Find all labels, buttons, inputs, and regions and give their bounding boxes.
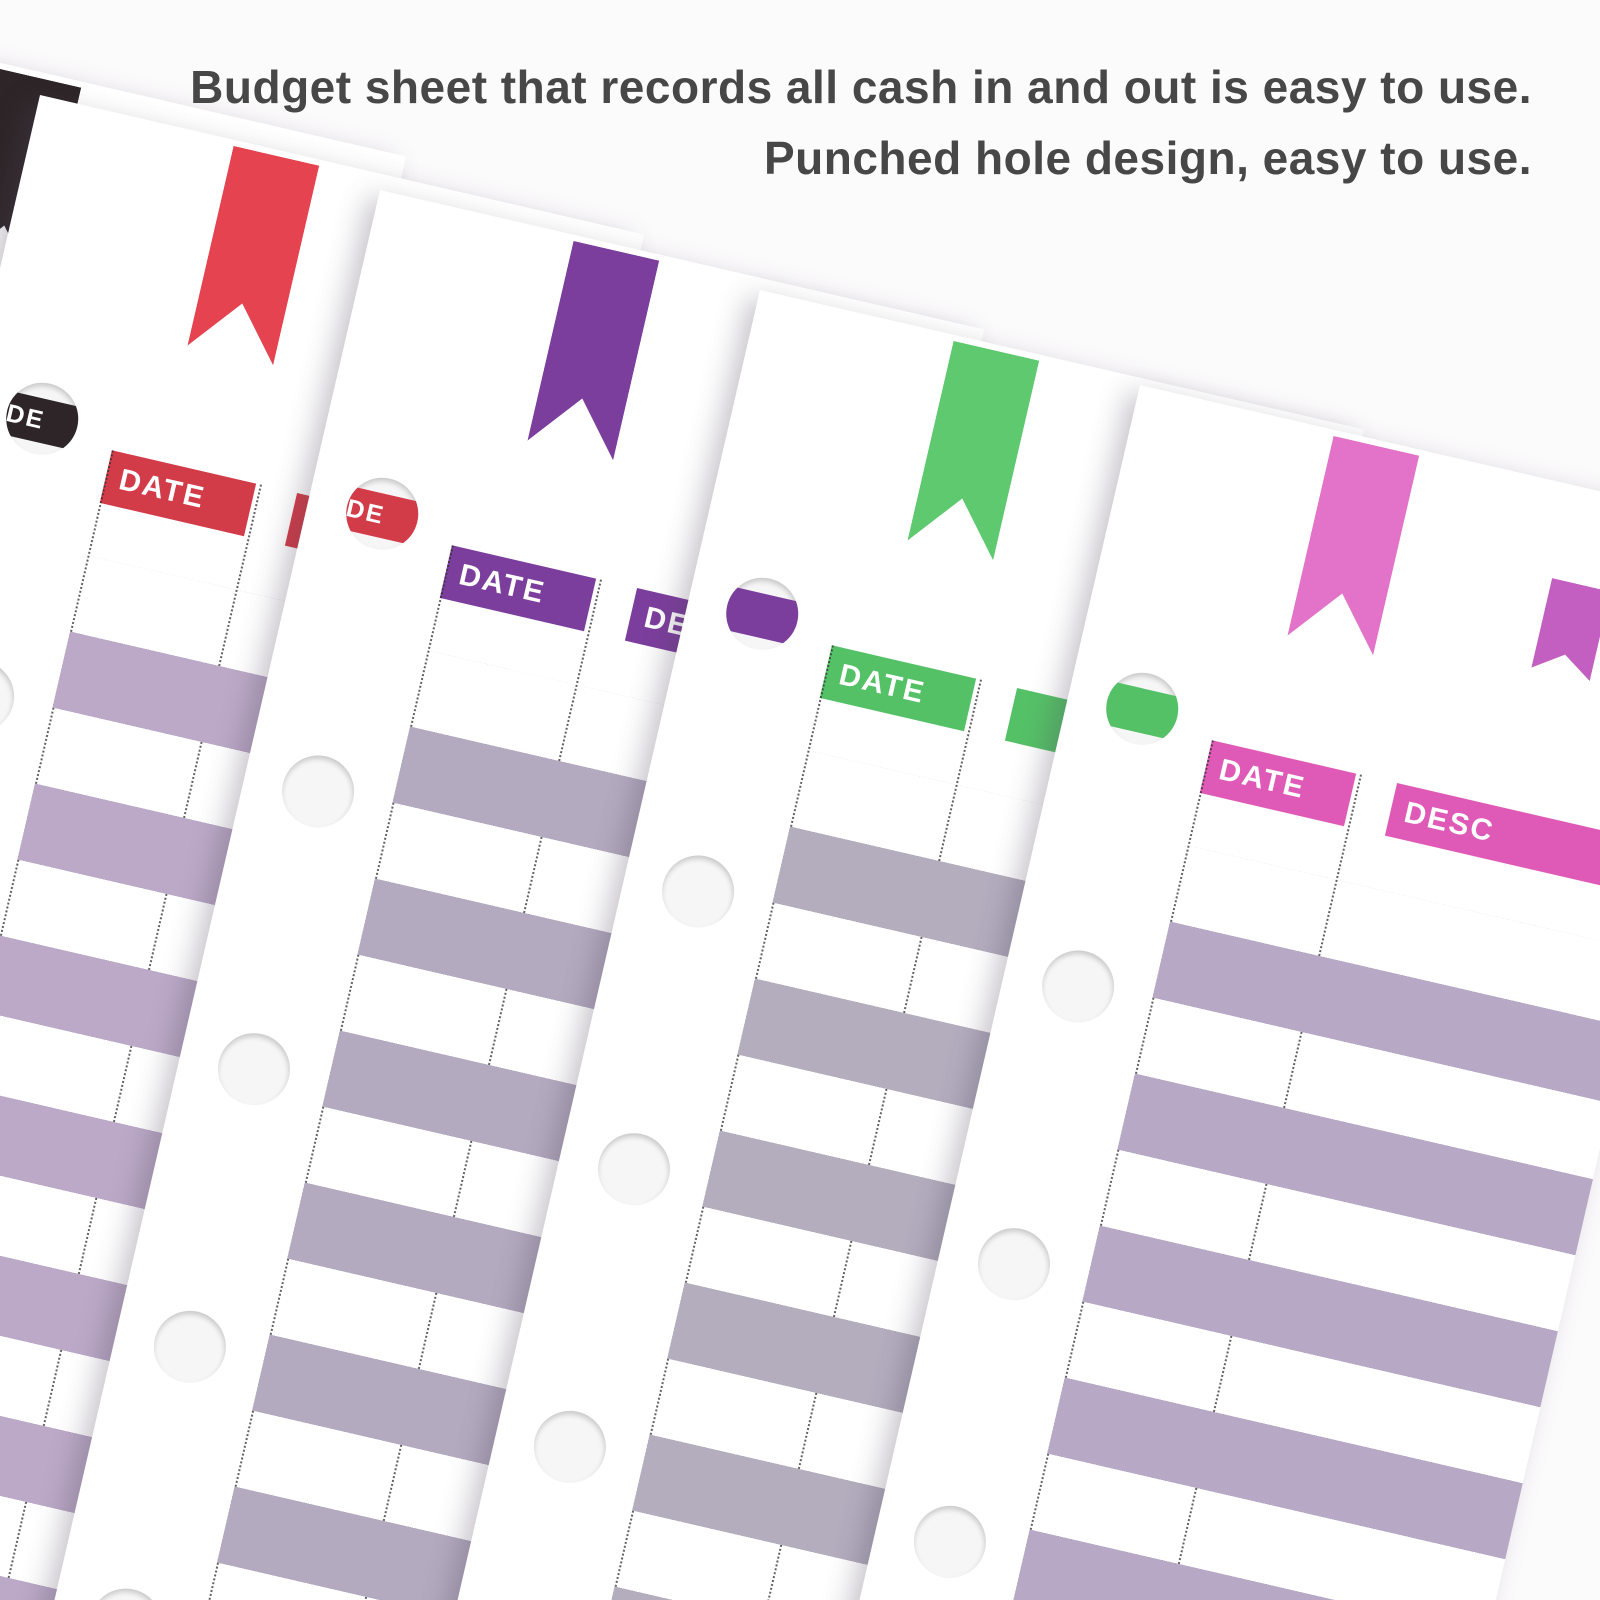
punch-hole: [590, 1126, 678, 1213]
punch-hole: [526, 1403, 614, 1491]
peek-label: DE: [343, 494, 388, 531]
punch-hole: [1099, 665, 1186, 752]
punch-hole: [719, 570, 806, 657]
caption: Budget sheet that records all cash in an…: [190, 52, 1532, 195]
date-header: DATE: [99, 450, 257, 537]
caption-line-2: Punched hole design, easy to use.: [763, 132, 1532, 185]
peek-through: [1099, 679, 1186, 743]
ribbon-tab: [527, 241, 659, 461]
punch-hole: [0, 653, 22, 740]
punch-hole: [82, 1581, 169, 1600]
punch-hole: [906, 1498, 994, 1586]
date-header: DATE: [439, 545, 597, 632]
peek-through: [719, 584, 806, 648]
peek-through: DE: [0, 389, 86, 453]
punch-hole: [1034, 943, 1122, 1030]
date-header: DATE: [819, 645, 977, 732]
ribbon-tab: [907, 341, 1039, 561]
caption-line-1: Budget sheet that records all cash in an…: [190, 61, 1532, 113]
punch-hole: [970, 1221, 1058, 1308]
punch-hole: [654, 848, 742, 935]
ribbon-tab: [1287, 436, 1419, 656]
punch-hole: [274, 748, 362, 835]
description-header: DESC: [1384, 783, 1600, 901]
peek-label: DE: [3, 399, 48, 436]
peek-through: DE: [339, 484, 426, 548]
punch-hole: [210, 1026, 298, 1113]
punch-hole: DE: [0, 375, 86, 462]
punch-hole: DE: [339, 470, 426, 557]
date-header: DATE: [1199, 740, 1357, 827]
punch-hole: [146, 1303, 234, 1391]
